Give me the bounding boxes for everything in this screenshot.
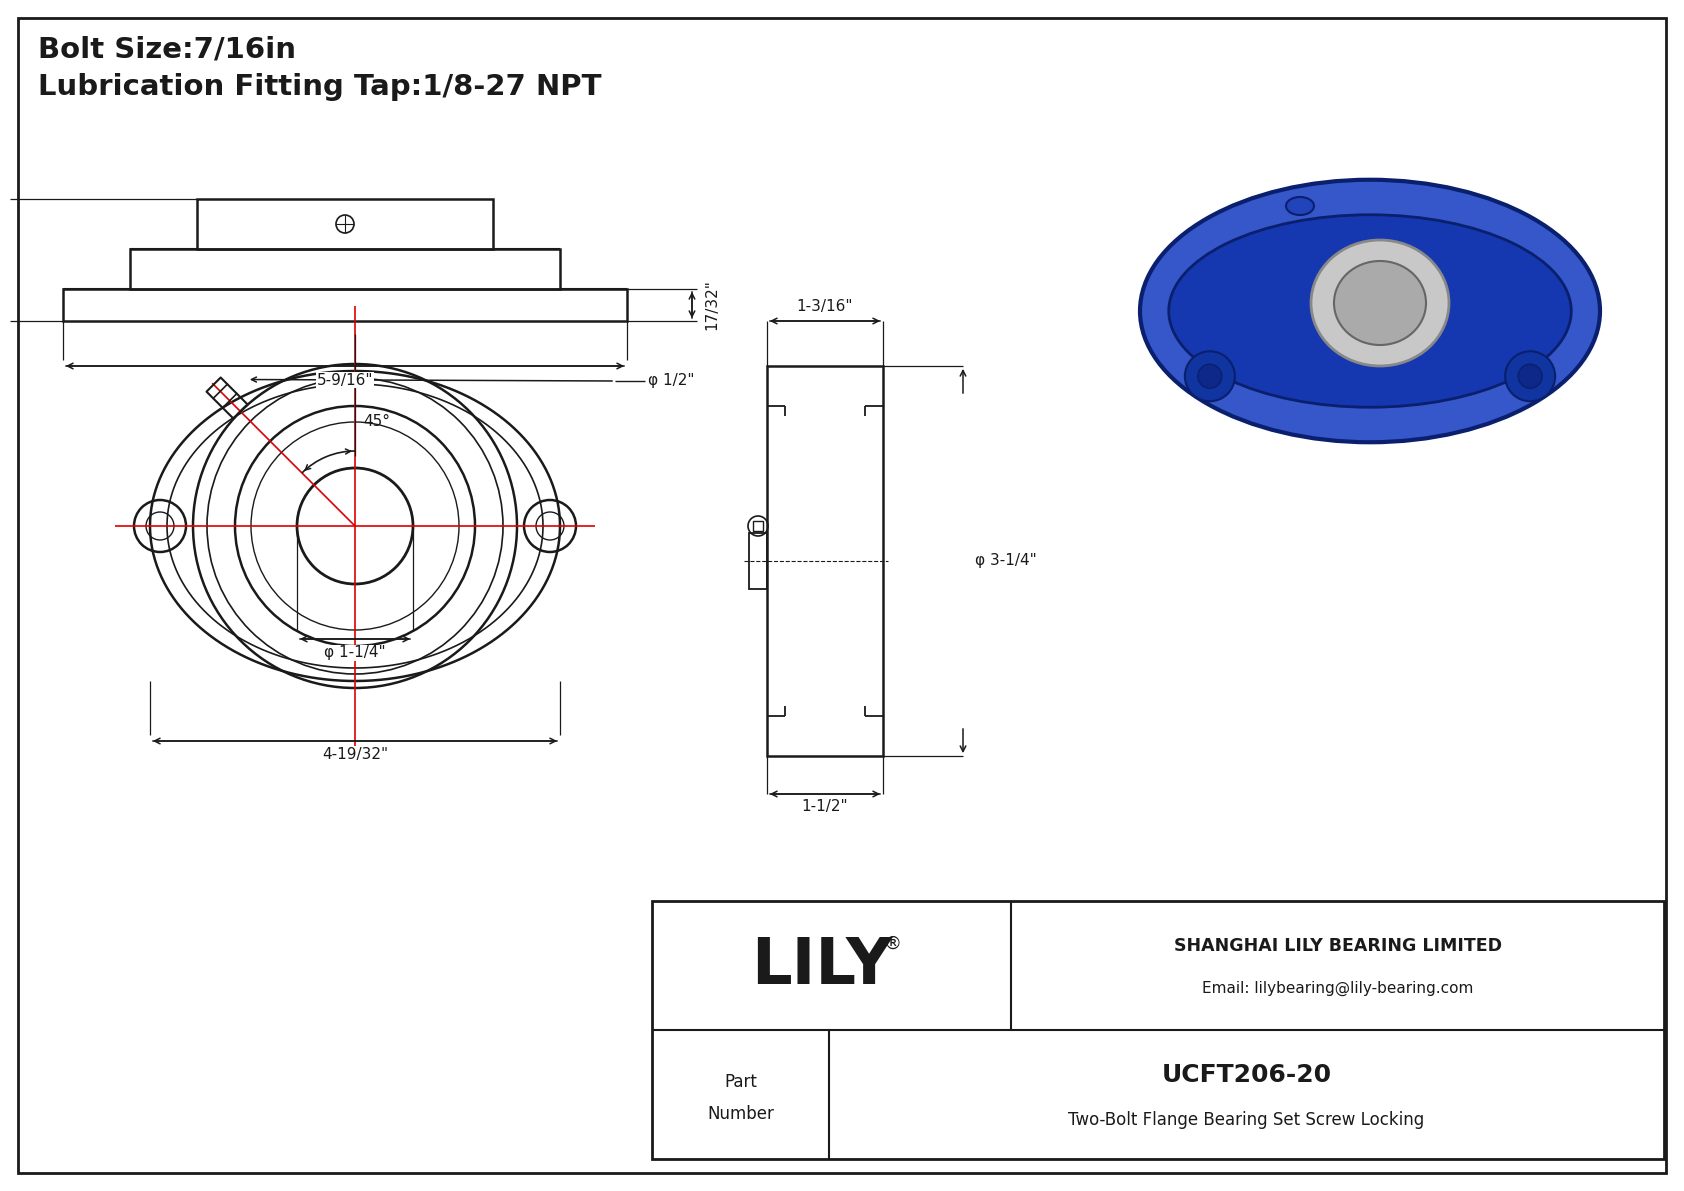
Text: φ 3-1/4": φ 3-1/4" [975,554,1037,568]
Bar [652,902,1664,1159]
Text: LILY: LILY [751,935,893,997]
Text: 17/32": 17/32" [704,280,719,330]
Text: UCFT206-20: UCFT206-20 [1162,1064,1332,1087]
Text: φ 1-1/4": φ 1-1/4" [325,646,386,661]
Ellipse shape [1312,241,1448,366]
Circle shape [1186,351,1234,401]
Circle shape [1505,351,1554,401]
Circle shape [1197,364,1223,388]
Text: Bolt Size:7/16in: Bolt Size:7/16in [39,36,296,64]
Text: Part: Part [724,1073,758,1091]
Text: 1-3/16": 1-3/16" [797,299,854,314]
Bar [197,199,493,249]
Text: 4-19/32": 4-19/32" [322,748,387,762]
Text: φ 1/2": φ 1/2" [648,374,694,388]
Text: ®: ® [884,935,901,953]
Bar [62,289,626,322]
Text: Email: lilybearing@lily-bearing.com: Email: lilybearing@lily-bearing.com [1202,981,1474,997]
Text: Two-Bolt Flange Bearing Set Screw Locking: Two-Bolt Flange Bearing Set Screw Lockin… [1068,1111,1425,1129]
Ellipse shape [1140,180,1600,442]
Ellipse shape [1169,214,1571,407]
Circle shape [1519,364,1543,388]
Bar [753,520,763,531]
Text: SHANGHAI LILY BEARING LIMITED: SHANGHAI LILY BEARING LIMITED [1174,937,1502,955]
Text: Lubrication Fitting Tap:1/8-27 NPT: Lubrication Fitting Tap:1/8-27 NPT [39,73,601,101]
Text: 45°: 45° [364,413,391,429]
Ellipse shape [1334,261,1426,345]
Bar [749,534,766,590]
Ellipse shape [1287,197,1314,216]
Text: Number: Number [707,1105,775,1123]
Text: 5-9/16": 5-9/16" [317,373,374,387]
Bar [130,249,561,289]
Bar [766,366,882,756]
Text: 1-1/2": 1-1/2" [802,799,849,815]
